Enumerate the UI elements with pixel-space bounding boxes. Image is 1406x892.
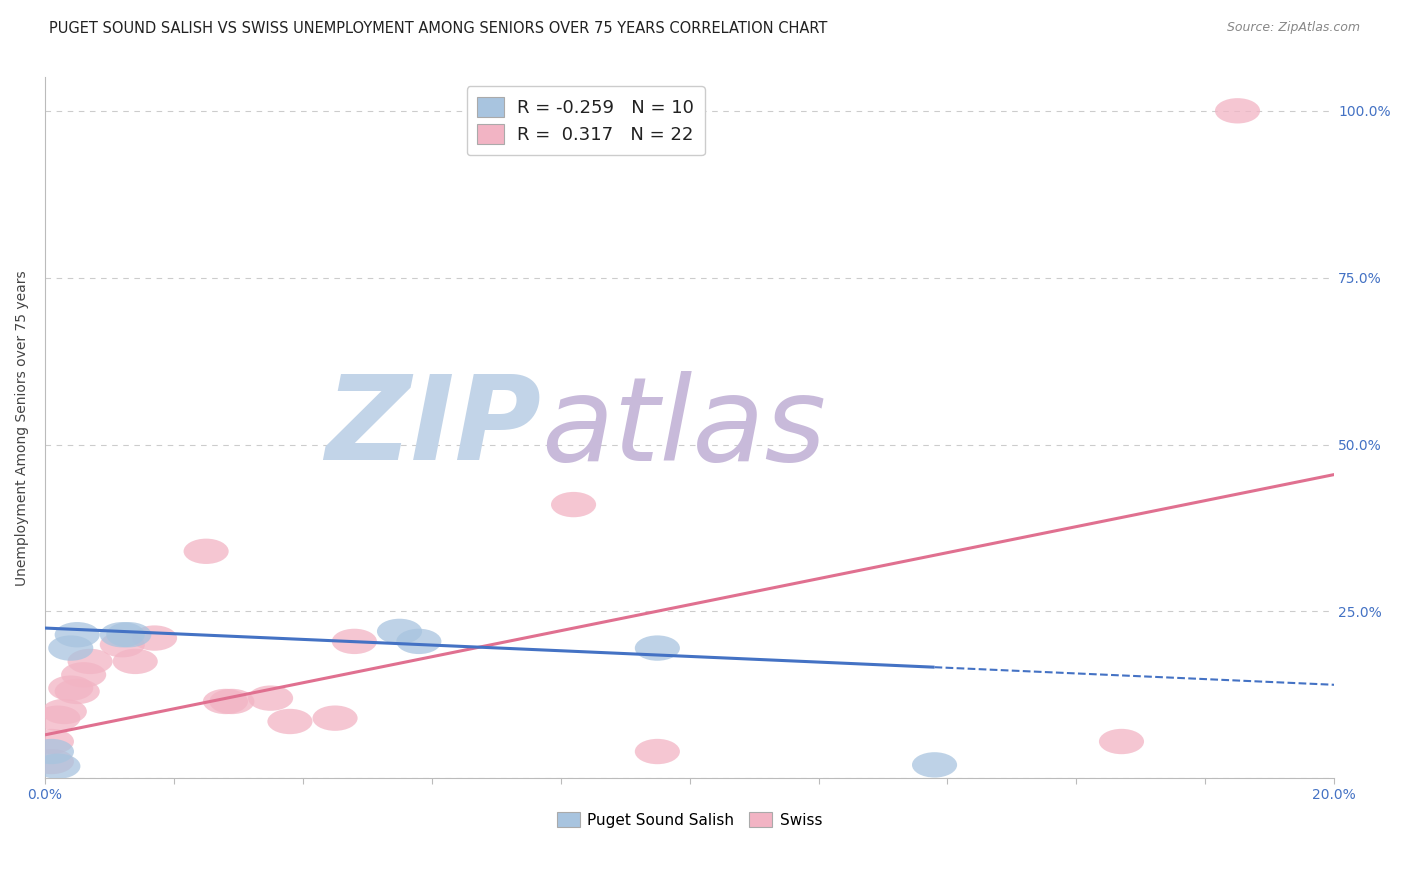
Ellipse shape xyxy=(312,706,357,731)
Ellipse shape xyxy=(67,648,112,674)
Ellipse shape xyxy=(55,679,100,704)
Ellipse shape xyxy=(112,648,157,674)
Ellipse shape xyxy=(332,629,377,654)
Ellipse shape xyxy=(100,622,145,648)
Ellipse shape xyxy=(100,632,145,657)
Ellipse shape xyxy=(1099,729,1144,755)
Ellipse shape xyxy=(209,689,254,714)
Ellipse shape xyxy=(35,754,80,779)
Ellipse shape xyxy=(912,752,957,778)
Ellipse shape xyxy=(107,622,152,648)
Ellipse shape xyxy=(35,706,80,731)
Ellipse shape xyxy=(551,491,596,517)
Ellipse shape xyxy=(48,675,93,701)
Text: atlas: atlas xyxy=(541,371,827,485)
Ellipse shape xyxy=(30,749,75,774)
Ellipse shape xyxy=(184,539,229,564)
Ellipse shape xyxy=(377,619,422,644)
Ellipse shape xyxy=(42,698,87,724)
Text: PUGET SOUND SALISH VS SWISS UNEMPLOYMENT AMONG SENIORS OVER 75 YEARS CORRELATION: PUGET SOUND SALISH VS SWISS UNEMPLOYMENT… xyxy=(49,21,828,36)
Ellipse shape xyxy=(1215,98,1260,123)
Ellipse shape xyxy=(634,739,681,764)
Text: ZIP: ZIP xyxy=(325,370,541,485)
Ellipse shape xyxy=(247,685,292,711)
Ellipse shape xyxy=(55,622,100,648)
Ellipse shape xyxy=(30,729,75,755)
Legend: Puget Sound Salish, Swiss: Puget Sound Salish, Swiss xyxy=(551,805,828,834)
Ellipse shape xyxy=(60,662,107,688)
Ellipse shape xyxy=(202,689,247,714)
Ellipse shape xyxy=(48,635,93,661)
Ellipse shape xyxy=(132,625,177,651)
Ellipse shape xyxy=(634,635,681,661)
Y-axis label: Unemployment Among Seniors over 75 years: Unemployment Among Seniors over 75 years xyxy=(15,270,30,586)
Ellipse shape xyxy=(396,629,441,654)
Text: Source: ZipAtlas.com: Source: ZipAtlas.com xyxy=(1226,21,1360,34)
Ellipse shape xyxy=(267,709,312,734)
Ellipse shape xyxy=(30,739,75,764)
